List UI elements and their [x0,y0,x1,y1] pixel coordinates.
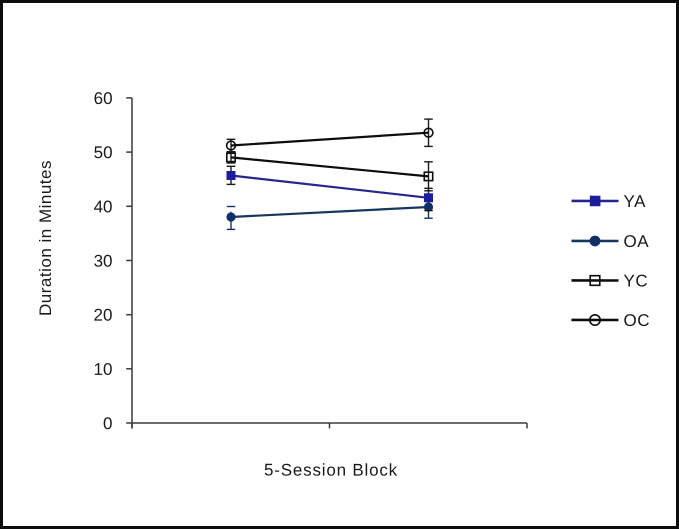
svg-text:10: 10 [94,360,113,379]
svg-text:60: 60 [94,89,113,108]
svg-text:5-Session Block: 5-Session Block [264,461,398,480]
svg-text:50: 50 [94,143,113,162]
svg-text:40: 40 [94,197,113,216]
svg-text:YC: YC [623,272,648,291]
svg-text:YA: YA [624,192,647,211]
svg-text:Duration in Minutes: Duration in Minutes [36,160,55,316]
svg-text:OA: OA [624,232,650,251]
svg-text:20: 20 [94,306,113,325]
svg-text:OC: OC [623,311,650,330]
svg-text:30: 30 [94,252,113,271]
svg-text:0: 0 [103,414,112,433]
